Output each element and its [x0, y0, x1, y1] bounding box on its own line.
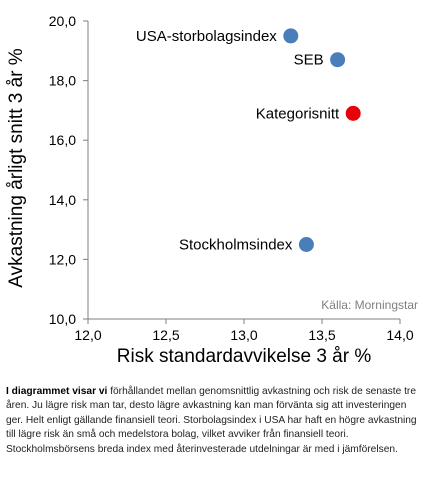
scatter-chart: 10,012,014,016,018,020,0 12,0 12,5 13,0 13,…: [6, 13, 418, 367]
data-point-label: Kategorisnitt: [256, 105, 340, 122]
chart-caption: I diagrammet visar vi förhållandet mella…: [6, 385, 422, 457]
x-tick-label: 13,5: [308, 327, 335, 343]
data-point: [298, 237, 314, 252]
data-point-label: Stockholmsindex: [179, 237, 293, 254]
y-axis-label: Avkastning årligt snitt 3 år %: [6, 48, 27, 287]
x-tick-label: 12,0: [74, 327, 101, 343]
data-point: [345, 105, 361, 121]
data-point: [283, 28, 299, 44]
y-tick-label: 20,0: [49, 13, 76, 29]
data-point: [330, 52, 346, 68]
x-tick-label: 13,0: [230, 327, 257, 343]
data-point-label: SEB: [294, 52, 324, 69]
x-tick-label: 14,0: [386, 327, 413, 343]
source-note: Källa: Morningstar: [321, 298, 418, 312]
caption-body: förhållandet mellan genomsnittlig avkast…: [6, 386, 417, 455]
y-tick-label: 14,0: [49, 192, 76, 208]
y-tick-label: 18,0: [49, 73, 76, 89]
y-tick-label: 16,0: [49, 132, 76, 148]
caption-lead: I diagrammet visar vi: [6, 386, 108, 397]
data-point-label: USA-storbolagsindex: [136, 28, 277, 45]
x-tick-label: 12,5: [152, 327, 179, 343]
x-axis-label: Risk standardavvikelse 3 år %: [117, 346, 372, 367]
y-tick-label: 10,0: [49, 311, 76, 327]
y-tick-label: 12,0: [49, 251, 76, 267]
